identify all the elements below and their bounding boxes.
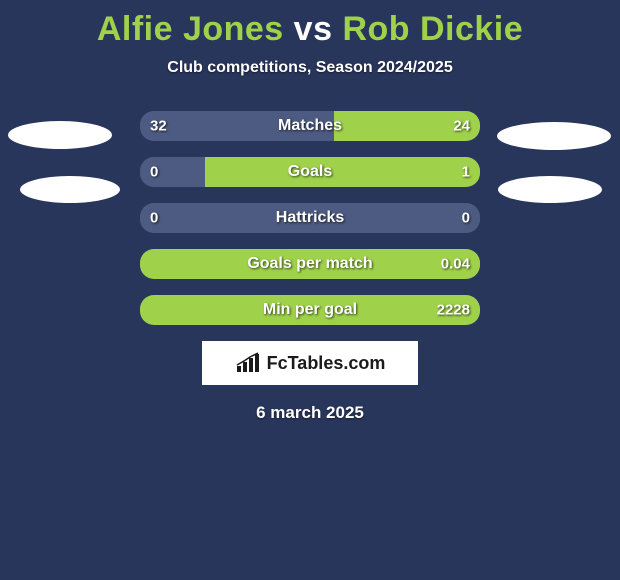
stat-value-left: 0 — [150, 164, 158, 181]
stat-value-right: 2228 — [437, 302, 470, 319]
stat-label: Goals — [288, 163, 332, 181]
stat-label: Hattricks — [276, 209, 344, 227]
stat-label: Goals per match — [247, 255, 372, 273]
title-vs: vs — [294, 10, 333, 48]
badge-text: FcTables.com — [267, 353, 386, 374]
subtitle: Club competitions, Season 2024/2025 — [0, 59, 620, 77]
title-player1: Alfie Jones — [97, 10, 284, 48]
stat-value-right: 0.04 — [441, 256, 470, 273]
source-badge: FcTables.com — [202, 341, 418, 385]
date-label: 6 march 2025 — [0, 403, 620, 423]
bar-right — [205, 157, 480, 187]
page-title: Alfie Jones vs Rob Dickie — [0, 0, 620, 49]
decorative-ellipse — [20, 176, 120, 203]
decorative-ellipse — [497, 122, 611, 150]
bar-chart-icon — [235, 352, 261, 374]
title-player2: Rob Dickie — [342, 10, 523, 48]
stat-row: 0 0 Hattricks — [140, 203, 480, 233]
stat-value-left: 0 — [150, 210, 158, 227]
stat-value-left: 32 — [150, 118, 167, 135]
stat-row: 2228 Min per goal — [140, 295, 480, 325]
stat-row: 0 1 Goals — [140, 157, 480, 187]
stat-value-right: 1 — [462, 164, 470, 181]
decorative-ellipse — [498, 176, 602, 203]
stat-label: Min per goal — [263, 301, 357, 319]
stat-row: 32 24 Matches — [140, 111, 480, 141]
decorative-ellipse — [8, 121, 112, 149]
stat-value-right: 24 — [453, 118, 470, 135]
stat-value-right: 0 — [462, 210, 470, 227]
stat-label: Matches — [278, 117, 342, 135]
stat-row: 0.04 Goals per match — [140, 249, 480, 279]
